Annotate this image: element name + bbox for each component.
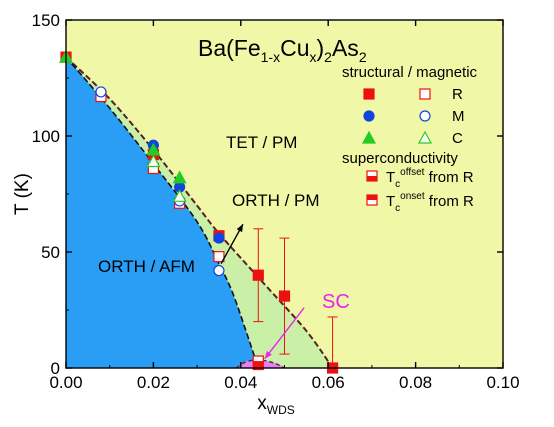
legend-marker-m-filled: [363, 110, 375, 122]
x-axis-title: xWDS: [257, 393, 295, 417]
data-point: [172, 189, 187, 202]
y-tick-label: 0: [51, 359, 60, 378]
legend-tc-offset-sub: c: [395, 179, 400, 190]
legend-tc-onset: Tconset from R: [386, 191, 474, 214]
legend-tc-offset-from: from R: [424, 169, 473, 186]
legend-label-r: R: [452, 86, 463, 103]
orth-afm-region: [66, 57, 259, 368]
legend-tc-onset-sub: c: [395, 203, 400, 214]
legend-tc-onset-sup: onset: [400, 191, 425, 202]
title-suffix: As: [332, 35, 359, 61]
y-tick-label: 150: [32, 11, 60, 30]
legend-tc-offset-t: T: [386, 169, 395, 186]
legend-marker-tc-onset-fill: [367, 195, 377, 200]
x-axis-title-sub: WDS: [267, 403, 295, 417]
legend-tc-offset-sup: offset: [400, 167, 424, 178]
legend-marker-r-filled: [363, 88, 375, 100]
legend-tc-onset-from: from R: [425, 193, 474, 210]
legend-marker-m-open: [419, 110, 431, 122]
legend-label-c: C: [452, 130, 463, 147]
sc-arrow: [264, 307, 305, 360]
afm-boundary-line: [66, 56, 260, 368]
title-sub2: x: [310, 49, 317, 65]
data-point: [213, 232, 225, 244]
data-point: [278, 290, 291, 302]
sc-arrow-head: [264, 350, 272, 359]
title-prefix: Ba(Fe: [198, 35, 261, 61]
title-mid2: ): [317, 35, 325, 61]
data-point-fill: [253, 361, 264, 367]
legend-label-m: M: [452, 108, 465, 125]
tet-orth-boundary-line: [66, 56, 334, 368]
data-point-fill: [253, 364, 264, 370]
x-tick-label: 0.10: [486, 373, 519, 392]
y-tick-label: 50: [41, 243, 60, 262]
legend-tc-onset-t: T: [386, 193, 395, 210]
title-sub1: 1-x: [261, 49, 280, 65]
x-tick-label: 0.04: [224, 373, 257, 392]
legend-header-sc: superconductivity: [342, 150, 458, 167]
data-point: [213, 264, 225, 277]
y-tick-label: 100: [32, 127, 60, 146]
sc-dome-line: [236, 359, 285, 368]
data-point: [172, 170, 187, 184]
legend-marker-c-open: [417, 130, 433, 144]
x-tick-label: 0.02: [137, 373, 170, 392]
legend-marker-c-filled: [361, 130, 377, 144]
x-tick-label: 0.08: [399, 373, 432, 392]
region-label-orth-pm: ORTH / PM: [232, 191, 320, 210]
x-tick-label: 0.06: [312, 373, 345, 392]
data-point: [95, 86, 107, 98]
data-point: [146, 154, 161, 168]
title-sub4: 2: [359, 49, 367, 65]
title-sub3: 2: [324, 49, 332, 65]
orth-pm-arrow: [220, 223, 244, 264]
title-mid: Cu: [280, 35, 309, 61]
data-point: [213, 251, 225, 263]
x-tick-label: 0.00: [49, 373, 82, 392]
y-axis-title: T (K): [12, 173, 33, 215]
x-axis-title-main: x: [257, 393, 267, 414]
region-label-orth-afm: ORTH / AFM: [98, 257, 195, 276]
region-label-sc: SC: [322, 291, 350, 313]
region-label-tet-pm: TET / PM: [226, 133, 297, 152]
legend-tc-offset: Tcoffset from R: [386, 167, 474, 190]
chart-title: Ba(Fe1-xCux)2As2: [198, 35, 367, 65]
legend-marker-tc-offset-fill: [367, 176, 377, 181]
legend-marker-r-open: [419, 88, 431, 100]
data-point: [252, 269, 264, 281]
legend: structural / magnetic R M C superconduct…: [342, 64, 478, 214]
orth-pm-arrow-head: [236, 224, 243, 233]
legend-header-structural: structural / magnetic: [342, 64, 478, 81]
